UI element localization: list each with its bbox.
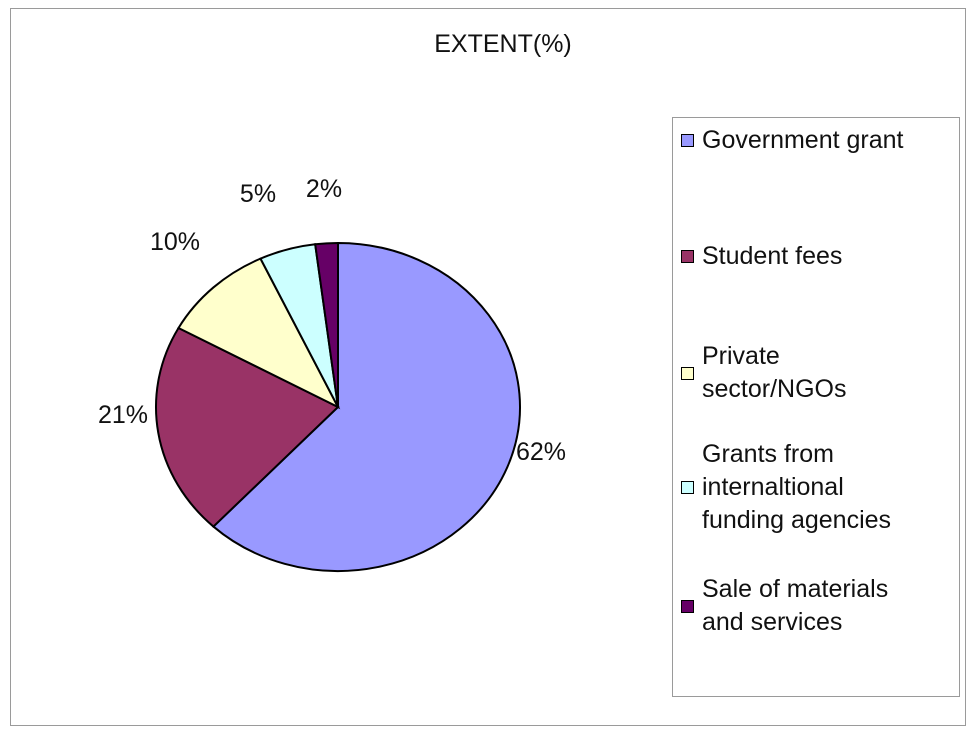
legend-swatch xyxy=(681,599,694,613)
slice-label-sale-of-materials: 2% xyxy=(306,175,342,203)
legend-label: Sale of materials and services xyxy=(702,575,889,636)
slice-label-international-grants: 5% xyxy=(240,180,276,208)
pie-slice-sale-of-materials xyxy=(314,241,339,408)
legend-item-private-sector: Private sector/NGOs xyxy=(681,340,846,406)
legend-item-international-grants: Grants from internaltional funding agenc… xyxy=(681,438,891,537)
legend-label: Grants from internaltional funding agenc… xyxy=(702,440,892,534)
pie-slices xyxy=(155,241,521,572)
slice-label-government-grant: 62% xyxy=(516,438,566,466)
legend-label: Student fees xyxy=(702,242,843,270)
legend-label: Private sector/NGOs xyxy=(702,342,847,403)
pie-slice-student-fees xyxy=(155,326,340,528)
chart-title: EXTENT(%) xyxy=(434,30,572,58)
slice-label-student-fees: 21% xyxy=(98,401,148,429)
legend-item-government-grant: Government grant xyxy=(681,124,904,157)
pie-slice-government-grant xyxy=(211,241,521,572)
legend-label: Government grant xyxy=(702,126,904,154)
legend-swatch xyxy=(681,250,694,263)
legend-item-sale-of-materials: Sale of materials and services xyxy=(681,573,888,639)
pie-labels: 62% 21% 10% 5% 2% xyxy=(98,175,566,466)
legend-item-student-fees: Student fees xyxy=(681,240,842,273)
legend-swatch xyxy=(681,481,694,494)
pie-slice-private-sector xyxy=(177,257,341,410)
legend-swatch xyxy=(681,366,694,380)
legend-swatch xyxy=(681,134,694,147)
slice-label-private-sector: 10% xyxy=(150,228,200,256)
legend: Government grant Student fees Private se… xyxy=(672,117,960,697)
